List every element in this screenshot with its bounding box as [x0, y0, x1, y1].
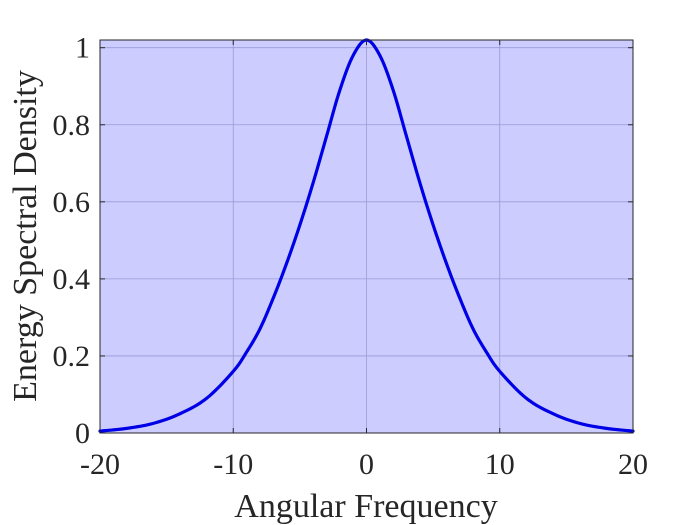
y-tick-labels: 0 0.2 0.4 0.6 0.8 1: [53, 32, 91, 450]
x-tick-label: 10: [485, 448, 515, 481]
y-tick-label: 0.2: [53, 340, 91, 373]
y-tick-label: 0: [75, 417, 90, 450]
y-tick-label: 1: [75, 32, 90, 65]
x-tick-label: -10: [213, 448, 253, 481]
y-tick-label: 0.6: [53, 186, 91, 219]
y-tick-label: 0.8: [53, 109, 91, 142]
y-axis-label: Energy Spectral Density: [7, 70, 44, 402]
x-axis-label: Angular Frequency: [234, 488, 497, 525]
y-tick-label: 0.4: [53, 263, 91, 296]
x-tick-label: 0: [359, 448, 374, 481]
grid: [99, 40, 634, 434]
plot-frame: [99, 39, 634, 434]
x-tick-label: -20: [80, 448, 120, 481]
x-tick-label: 20: [618, 448, 648, 481]
x-tick-labels: -20 -10 0 10 20: [80, 448, 648, 481]
